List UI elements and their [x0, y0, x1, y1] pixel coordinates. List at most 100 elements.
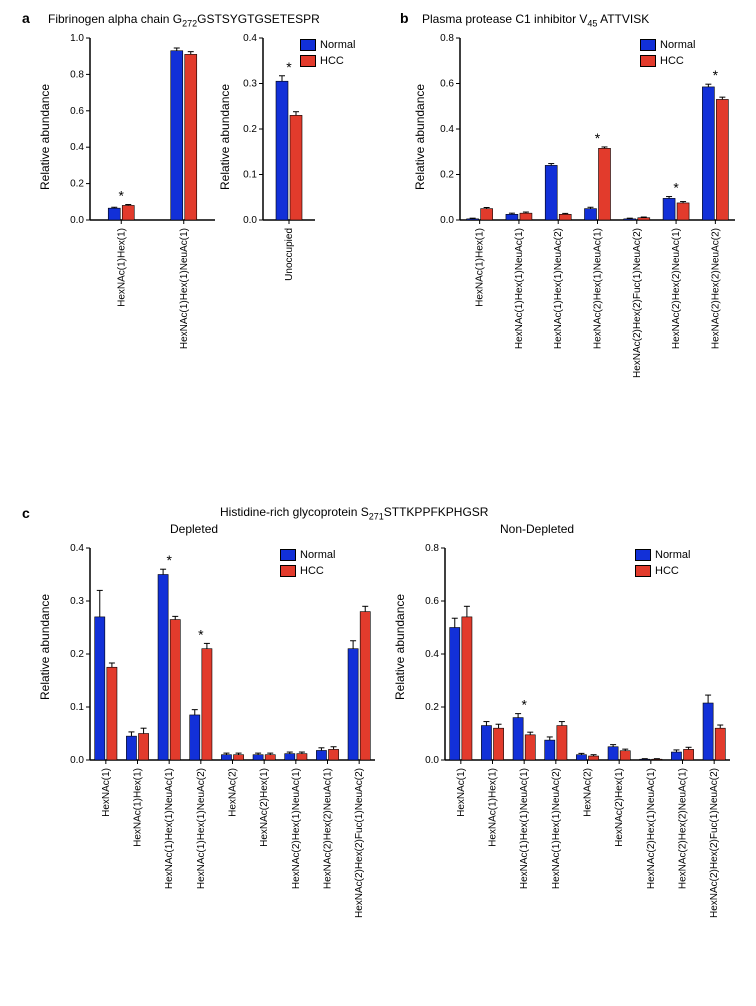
svg-text:HexNAc(2): HexNAc(2) — [583, 768, 594, 817]
title-sub: 272 — [182, 18, 197, 28]
legend-label: Normal — [655, 549, 690, 561]
svg-text:0.2: 0.2 — [440, 170, 454, 181]
svg-text:HexNAc(1): HexNAc(1) — [101, 768, 112, 817]
title-text: ATTVISK — [597, 12, 649, 26]
legend-swatch-normal — [635, 549, 651, 561]
legend-swatch-normal — [280, 549, 296, 561]
svg-text:0.4: 0.4 — [425, 649, 439, 660]
svg-text:HexNAc(1)Hex(1): HexNAc(1)Hex(1) — [116, 228, 127, 307]
svg-text:0.4: 0.4 — [440, 124, 454, 135]
legend-swatch-normal — [300, 39, 316, 51]
svg-text:0.0: 0.0 — [243, 215, 257, 226]
legend-c2: Normal HCC — [635, 548, 690, 580]
svg-text:HexNAc(1)Hex(1)NeuAc(1): HexNAc(1)Hex(1)NeuAc(1) — [164, 768, 175, 889]
svg-text:0.6: 0.6 — [440, 79, 454, 90]
panel-a-label: a — [22, 10, 30, 26]
svg-text:HexNAc(2)Hex(2)Fuc(1)NeuAc(2): HexNAc(2)Hex(2)Fuc(1)NeuAc(2) — [709, 768, 720, 918]
legend-c1: Normal HCC — [280, 548, 335, 580]
svg-text:HexNAc(2)Hex(1): HexNAc(2)Hex(1) — [259, 768, 270, 847]
svg-text:HexNAc(2)Hex(2)NeuAc(1): HexNAc(2)Hex(2)NeuAc(1) — [678, 768, 689, 889]
svg-text:0.0: 0.0 — [440, 215, 454, 226]
legend-label: Normal — [320, 39, 355, 51]
svg-text:*: * — [595, 130, 601, 146]
svg-text:HexNAc(1)Hex(1)NeuAc(2): HexNAc(1)Hex(1)NeuAc(2) — [551, 768, 562, 889]
legend-a: Normal HCC — [300, 38, 355, 70]
svg-text:0.8: 0.8 — [70, 69, 84, 80]
svg-text:0.8: 0.8 — [425, 543, 439, 554]
panel-c-label: c — [22, 505, 30, 521]
legend-label: HCC — [320, 55, 344, 67]
chart-a1: 0.00.20.40.60.81.0*HexNAc(1)Hex(1)HexNAc… — [40, 30, 220, 410]
legend-label: HCC — [655, 565, 679, 577]
svg-text:HexNAc(1)Hex(1): HexNAc(1)Hex(1) — [488, 768, 499, 847]
svg-text:HexNAc(2)Hex(1)NeuAc(1): HexNAc(2)Hex(1)NeuAc(1) — [593, 228, 604, 349]
svg-text:HexNAc(2)Hex(2)Fuc(1)NeuAc(2): HexNAc(2)Hex(2)Fuc(1)NeuAc(2) — [354, 768, 365, 918]
svg-text:HexNAc(2)Hex(2)NeuAc(1): HexNAc(2)Hex(2)NeuAc(1) — [671, 228, 682, 349]
title-sub: 45 — [587, 18, 597, 28]
svg-text:0.6: 0.6 — [425, 596, 439, 607]
svg-text:0.2: 0.2 — [70, 179, 84, 190]
svg-text:0.2: 0.2 — [243, 124, 257, 135]
legend-swatch-hcc — [640, 55, 656, 67]
svg-text:0.0: 0.0 — [425, 755, 439, 766]
svg-text:*: * — [166, 552, 172, 568]
title-sub: 271 — [369, 511, 384, 521]
svg-text:0.0: 0.0 — [70, 755, 84, 766]
svg-text:HexNAc(2)Hex(2)NeuAc(2): HexNAc(2)Hex(2)NeuAc(2) — [710, 228, 721, 349]
legend-label: HCC — [300, 565, 324, 577]
title-text: STTKPPFKPHGSR — [384, 505, 489, 519]
chart-a2: 0.0 0.1 0.2 0.3 0.4 * Unoccupied — [215, 30, 345, 410]
svg-text:HexNAc(1)Hex(1)NeuAc(2): HexNAc(1)Hex(1)NeuAc(2) — [553, 228, 564, 349]
legend-label: Normal — [300, 549, 335, 561]
svg-text:0.4: 0.4 — [70, 543, 84, 554]
subtitle-depleted: Depleted — [170, 522, 218, 536]
title-text: Plasma protease C1 inhibitor V — [422, 12, 587, 26]
svg-text:0.2: 0.2 — [70, 649, 84, 660]
svg-text:1.0: 1.0 — [70, 33, 84, 44]
svg-text:*: * — [286, 59, 292, 75]
svg-text:0.4: 0.4 — [70, 142, 84, 153]
svg-text:HexNAc(2)Hex(1)NeuAc(1): HexNAc(2)Hex(1)NeuAc(1) — [646, 768, 657, 889]
svg-text:HexNAc(1)Hex(1)NeuAc(1): HexNAc(1)Hex(1)NeuAc(1) — [179, 228, 190, 349]
legend-swatch-hcc — [280, 565, 296, 577]
panel-a-title: Fibrinogen alpha chain G272GSTSYGTGSETES… — [48, 12, 320, 28]
subtitle-nondepleted: Non-Depleted — [500, 522, 574, 536]
legend-swatch-normal — [640, 39, 656, 51]
chart-c-depleted: 0.00.10.20.30.4HexNAc(1)HexNAc(1)Hex(1)*… — [40, 540, 380, 1000]
title-text: Histidine-rich glycoprotein S — [220, 505, 369, 519]
title-text: Fibrinogen alpha chain G — [48, 12, 182, 26]
svg-text:HexNAc(1)Hex(1): HexNAc(1)Hex(1) — [475, 228, 486, 307]
legend-b: Normal HCC — [640, 38, 695, 70]
y-axis-label: Relative abundance — [393, 594, 407, 700]
svg-text:*: * — [119, 188, 125, 204]
panel-b-label: b — [400, 10, 409, 26]
svg-text:HexNAc(1)Hex(1)NeuAc(1): HexNAc(1)Hex(1)NeuAc(1) — [514, 228, 525, 349]
svg-text:0.0: 0.0 — [70, 215, 84, 226]
svg-text:HexNAc(2)Hex(1)NeuAc(1): HexNAc(2)Hex(1)NeuAc(1) — [291, 768, 302, 889]
svg-text:HexNAc(2)Hex(2)NeuAc(1): HexNAc(2)Hex(2)NeuAc(1) — [323, 768, 334, 889]
svg-text:0.1: 0.1 — [243, 170, 257, 181]
svg-text:HexNAc(1)Hex(1)NeuAc(1): HexNAc(1)Hex(1)NeuAc(1) — [519, 768, 530, 889]
y-axis-label: Relative abundance — [38, 594, 52, 700]
svg-text:HexNAc(1)Hex(1): HexNAc(1)Hex(1) — [133, 768, 144, 847]
svg-text:0.3: 0.3 — [70, 596, 84, 607]
chart-b: 0.0 0.2 0.4 0.6 0.8 HexNAc(1)Hex(1) HexNAc(1)H… — [410, 30, 740, 410]
svg-text:*: * — [521, 697, 527, 713]
y-axis-label: Relative abundance — [413, 84, 427, 190]
y-axis-label: Relative abundance — [218, 84, 232, 190]
chart-c-nondepleted: 0.00.20.40.60.8HexNAc(1)HexNAc(1)Hex(1)*… — [395, 540, 735, 1000]
svg-text:*: * — [713, 67, 719, 83]
legend-swatch-hcc — [635, 565, 651, 577]
panel-b-title: Plasma protease C1 inhibitor V45 ATTVISK — [422, 12, 649, 28]
legend-label: Normal — [660, 39, 695, 51]
svg-text:Unoccupied: Unoccupied — [284, 228, 295, 281]
y-axis-label: Relative abundance — [38, 84, 52, 190]
title-text: GSTSYGTGSETESPR — [197, 12, 320, 26]
svg-text:HexNAc(1)Hex(1)NeuAc(2): HexNAc(1)Hex(1)NeuAc(2) — [196, 768, 207, 889]
svg-text:0.4: 0.4 — [243, 33, 257, 44]
svg-text:*: * — [198, 626, 204, 642]
svg-text:HexNAc(2)Hex(2)Fuc(1)NeuAc(2): HexNAc(2)Hex(2)Fuc(1)NeuAc(2) — [632, 228, 643, 378]
svg-text:0.8: 0.8 — [440, 33, 454, 44]
svg-text:0.3: 0.3 — [243, 79, 257, 90]
svg-text:0.2: 0.2 — [425, 702, 439, 713]
